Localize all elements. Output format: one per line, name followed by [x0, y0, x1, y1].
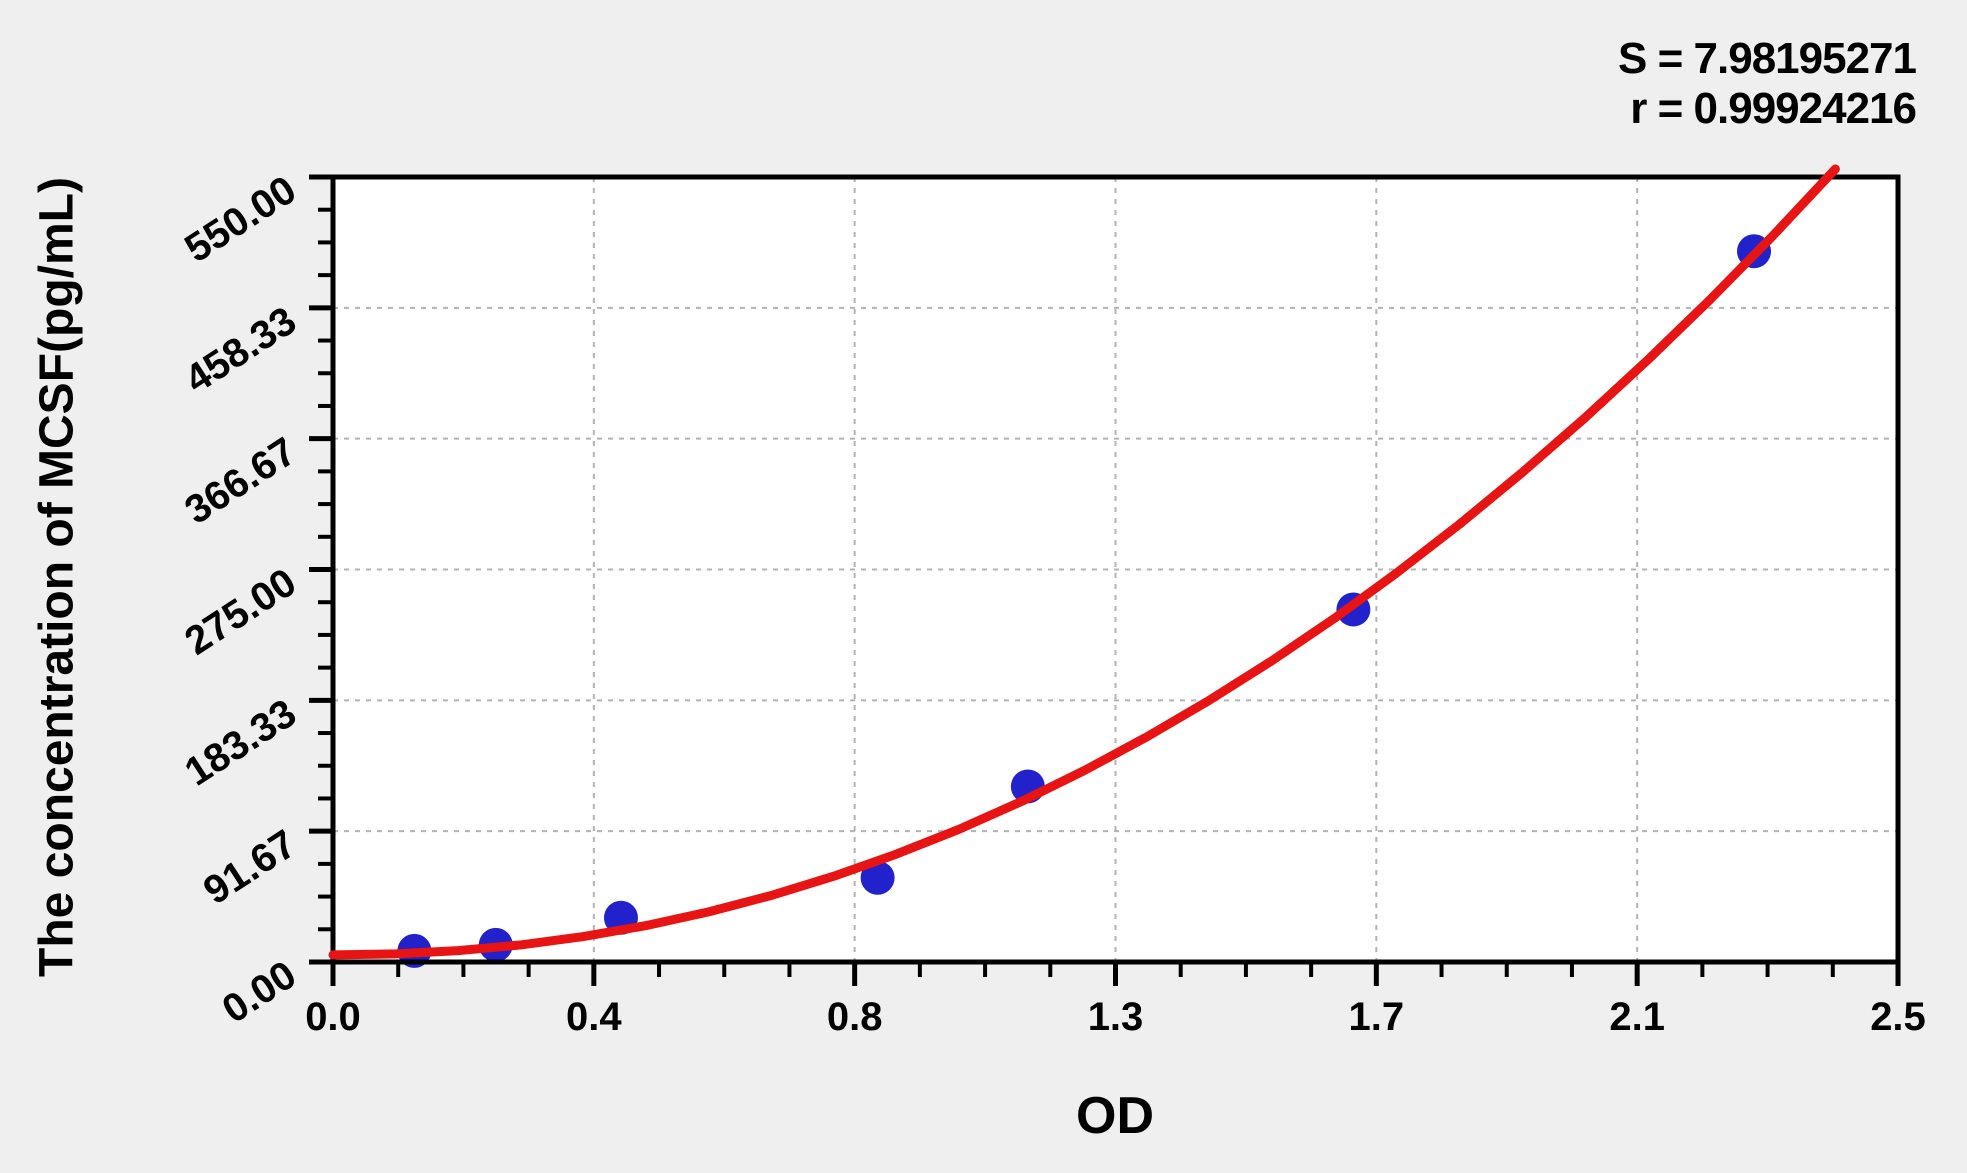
r-value-text: r = 0.99924216: [1630, 84, 1917, 133]
s-value-text: S = 7.98195271: [1618, 34, 1917, 83]
x-axis-title: OD: [1076, 1087, 1154, 1145]
y-tick-label: 550.00: [177, 168, 304, 272]
data-point: [860, 860, 895, 895]
x-tick-label: 1.3: [1088, 995, 1144, 1039]
y-tick-label: 91.67: [196, 822, 304, 913]
x-tick-label: 0.4: [566, 995, 622, 1039]
x-tick-label: 2.1: [1609, 995, 1665, 1039]
y-tick-label: 183.33: [177, 691, 304, 795]
y-tick-label: 366.67: [177, 429, 304, 533]
y-tick-label: 0.00: [215, 953, 304, 1032]
fit-statistics: S = 7.98195271 r = 0.99924216: [1618, 34, 1917, 134]
x-tick-label: 0.0: [305, 995, 361, 1039]
x-tick-label: 2.5: [1870, 995, 1926, 1039]
x-tick-label: 0.8: [827, 995, 883, 1039]
y-tick-label: 458.33: [177, 298, 304, 402]
fit-curve: [328, 164, 1840, 960]
x-tick-label: 1.7: [1349, 995, 1405, 1039]
y-axis-title: The concentration of MCSF(pg/mL): [30, 177, 84, 977]
y-tick-label: 275.00: [177, 560, 304, 664]
